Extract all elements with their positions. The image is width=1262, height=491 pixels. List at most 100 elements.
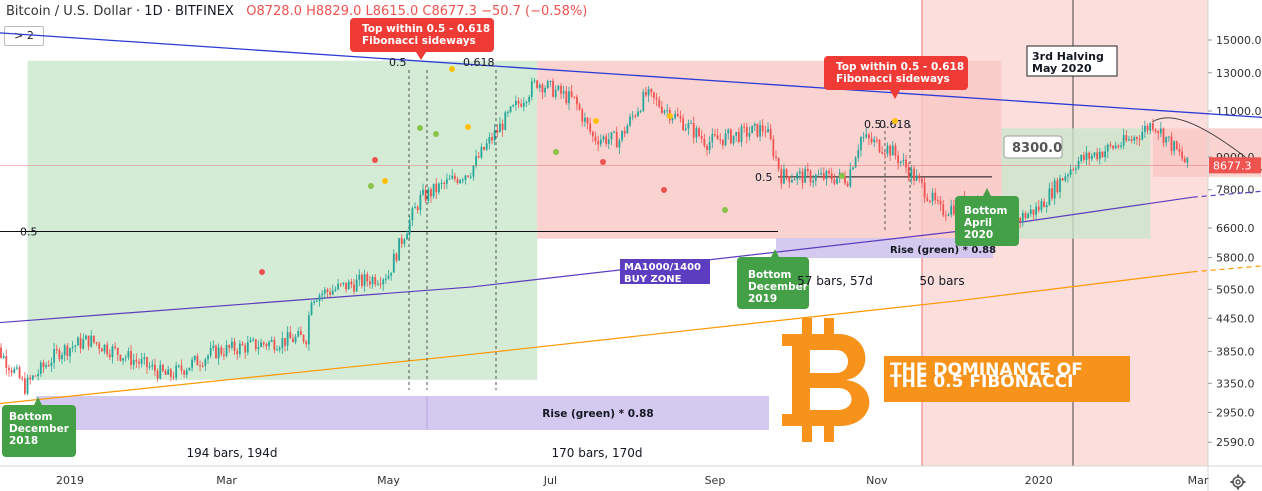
candle-body <box>260 342 262 348</box>
candle-body <box>135 359 138 362</box>
candle-body <box>212 345 215 348</box>
candle-body <box>610 132 613 140</box>
top-callout-text: Fibonacci sideways <box>362 35 476 47</box>
candle-body <box>363 274 366 286</box>
candle-body <box>246 342 249 353</box>
candle-body <box>1019 217 1022 222</box>
candle-body <box>724 133 727 146</box>
headline-text: THE DOMINANCE OF <box>890 360 1083 380</box>
ma-projection-ma1000 <box>1192 190 1262 198</box>
candle-body <box>493 130 496 141</box>
candle-body <box>369 281 371 285</box>
candle-body <box>1167 136 1170 138</box>
candle-body <box>931 192 934 202</box>
candle-body <box>430 189 432 197</box>
gear-icon[interactable] <box>1230 474 1246 490</box>
candle-body <box>154 364 156 371</box>
candle-body <box>252 339 255 341</box>
candle-body <box>860 137 862 151</box>
candle-body <box>554 89 557 97</box>
candle-body <box>483 146 485 150</box>
candle-body <box>217 347 220 359</box>
candle-body <box>58 350 61 360</box>
candle-body <box>642 91 645 111</box>
candle-body <box>156 370 159 379</box>
candle-body <box>358 274 361 280</box>
halving-note-text: May 2020 <box>1032 62 1092 75</box>
buy-zone-box <box>620 259 710 284</box>
callout-pointer <box>771 249 779 257</box>
candle-body <box>950 205 953 215</box>
candle-body <box>292 338 294 343</box>
candle-body <box>395 253 398 261</box>
candle-body <box>461 179 464 181</box>
candle-body <box>1051 188 1053 199</box>
candle-body <box>645 91 647 96</box>
candle-body <box>814 174 817 181</box>
candle-body <box>374 276 377 285</box>
candle-body <box>1075 168 1077 170</box>
candle-body <box>273 339 276 351</box>
candle-body <box>881 151 884 154</box>
candle-body <box>936 199 939 201</box>
candle-body <box>445 179 448 184</box>
top-callout-2019 <box>350 18 494 52</box>
candle-body <box>331 290 334 295</box>
candle-body <box>934 192 937 200</box>
bitcoin-logo <box>782 318 870 442</box>
candle-body <box>265 344 268 347</box>
candle-body <box>31 375 34 380</box>
candle-body <box>276 349 278 351</box>
candle-body <box>1101 151 1104 158</box>
candle-body <box>257 347 260 350</box>
candle-body <box>225 345 228 356</box>
signal-dot <box>553 149 559 155</box>
candle-body <box>594 136 597 142</box>
x-tick-label: Mar <box>1188 474 1209 487</box>
candle-body <box>424 189 427 201</box>
candle-body <box>544 88 546 93</box>
candle-body <box>387 275 390 279</box>
indicator-toggle-button[interactable]: > 2 <box>4 26 44 46</box>
candle-body <box>722 139 724 146</box>
candle-body <box>952 205 955 215</box>
candle-body <box>491 137 493 141</box>
candle-body <box>472 165 475 177</box>
signal-dot <box>667 113 673 119</box>
candle-body <box>647 89 650 96</box>
candle-body <box>74 345 77 347</box>
top-callout-text: Fibonacci sideways <box>836 73 950 85</box>
candle-body <box>427 189 430 201</box>
candle-body <box>85 335 87 340</box>
candle-body <box>676 113 679 117</box>
candle-body <box>384 278 387 280</box>
candle-body <box>552 80 554 97</box>
candle-body <box>530 81 533 97</box>
candle-body <box>451 175 454 179</box>
candle-body <box>1133 137 1136 141</box>
bottom-callout-text: Bottom <box>748 269 791 281</box>
signal-dot <box>382 178 388 184</box>
x-tick-label: Mar <box>216 474 237 487</box>
bitcoin-logo-b <box>782 334 870 426</box>
candle-body <box>459 179 462 183</box>
candle-body <box>634 115 637 117</box>
candle-body <box>1175 141 1178 150</box>
candle-body <box>326 289 329 292</box>
candle-body <box>557 85 560 90</box>
candle-body <box>289 332 292 339</box>
candle-body <box>570 91 573 97</box>
candle-body <box>435 183 438 193</box>
candle-body <box>655 97 658 100</box>
candle-body <box>130 351 132 365</box>
candle-body <box>623 130 626 134</box>
candle-body <box>1021 213 1024 222</box>
interval-label[interactable]: 1D <box>144 4 163 19</box>
candle-body <box>419 194 422 211</box>
range-bar-2020 <box>776 238 993 258</box>
bottom-callout-2018 <box>2 405 76 457</box>
candle-body <box>443 182 446 184</box>
callout-pointer <box>34 397 42 405</box>
